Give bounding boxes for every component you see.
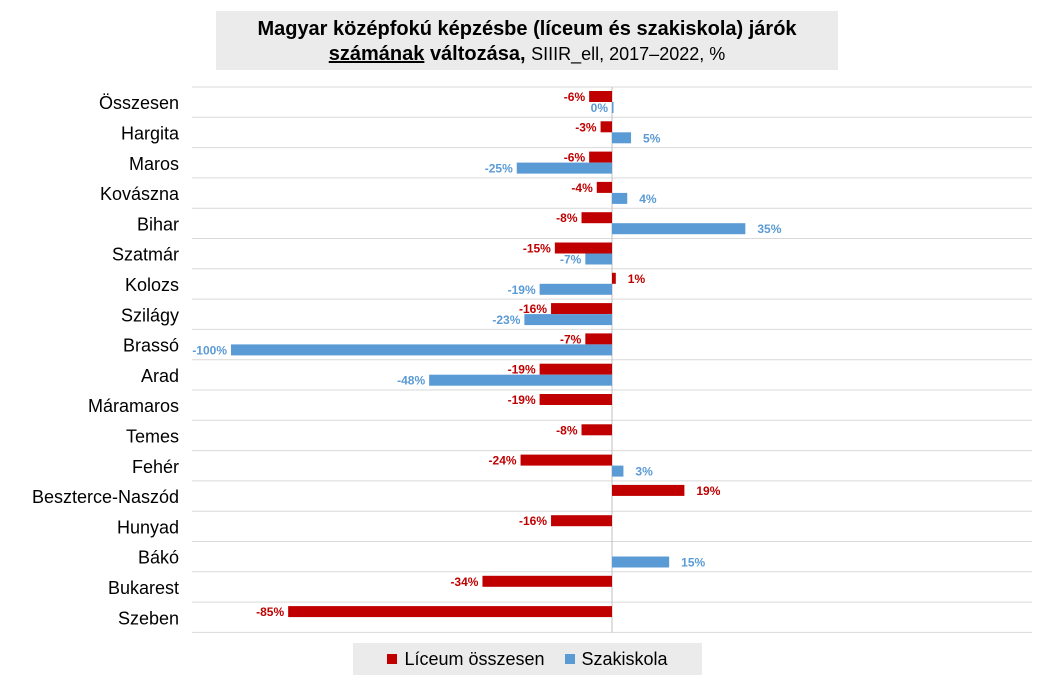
bar-szakiskola <box>612 102 614 113</box>
bar-liceum <box>520 454 612 466</box>
legend-item-liceum: Líceum összesen <box>387 648 545 670</box>
data-label-liceum: -8% <box>556 211 578 225</box>
data-label-szakiskola: -48% <box>397 374 425 388</box>
bar-szakiskola <box>612 192 628 204</box>
data-label-liceum: -8% <box>556 423 578 437</box>
data-label-szakiskola: 5% <box>643 131 661 145</box>
bar-szakiskola <box>429 374 612 386</box>
bar-szakiskola <box>539 283 612 295</box>
bar-liceum <box>482 575 612 587</box>
bar-liceum <box>551 303 612 315</box>
category-label: Maros <box>129 154 179 174</box>
title-line-2: számának változása, SIIIR_ell, 2017–2022… <box>216 42 838 67</box>
bar-szakiskola <box>612 556 670 568</box>
bar-liceum <box>612 484 685 496</box>
data-label-liceum: -6% <box>564 90 586 104</box>
data-label-liceum: -19% <box>508 393 536 407</box>
category-label: Kovászna <box>100 184 180 204</box>
legend-swatch-szakiskola <box>564 654 575 664</box>
bar-szakiskola <box>524 314 612 326</box>
data-label-liceum: -19% <box>508 363 536 377</box>
bar-liceum <box>581 424 612 436</box>
bar-liceum <box>581 212 612 224</box>
data-label-szakiskola: 0% <box>591 101 609 115</box>
bar-liceum <box>596 181 612 193</box>
bar-liceum <box>585 333 612 345</box>
bar-szakiskola <box>585 253 612 265</box>
category-label: Szatmár <box>112 245 179 265</box>
legend-label-szakiskola: Szakiskola <box>581 648 668 669</box>
legend: Líceum összesen Szakiskola <box>353 643 702 675</box>
data-label-szakiskola: 4% <box>639 192 657 206</box>
bar-liceum <box>554 242 612 254</box>
category-label: Brassó <box>123 336 179 356</box>
category-label: Kolozs <box>125 275 179 295</box>
category-label: Szilágy <box>121 305 179 325</box>
chart-title: Magyar középfokú képzésbe (líceum és sza… <box>216 11 838 70</box>
category-label: Beszterce-Naszód <box>32 487 179 507</box>
category-label: Temes <box>126 426 179 446</box>
title-line-1: Magyar középfokú képzésbe (líceum és sza… <box>257 18 797 40</box>
data-label-liceum: -15% <box>523 242 551 256</box>
category-label: Arad <box>141 366 179 386</box>
legend-item-szakiskola: Szakiskola <box>564 648 668 670</box>
bar-liceum <box>551 515 612 527</box>
bar-liceum <box>288 606 612 618</box>
category-label: Máramaros <box>88 396 179 416</box>
category-label: Szeben <box>118 608 179 628</box>
data-label-szakiskola: -7% <box>560 253 582 267</box>
title-normal: SIIIR_ell, 2017–2022, % <box>531 44 726 64</box>
data-label-szakiskola: -23% <box>492 313 520 327</box>
legend-label-liceum: Líceum összesen <box>404 648 545 669</box>
data-label-szakiskola: -100% <box>192 343 227 357</box>
category-label: Hunyad <box>117 517 179 537</box>
legend-swatch-liceum <box>387 654 398 664</box>
bar-liceum <box>600 121 612 133</box>
bar-liceum <box>539 394 612 405</box>
title-bold: változása, <box>429 43 526 65</box>
bar-szakiskola <box>231 344 612 356</box>
bar-szakiskola <box>612 132 632 144</box>
bar-szakiskola <box>612 223 746 235</box>
data-label-liceum: -6% <box>564 151 586 165</box>
data-label-liceum: 19% <box>696 484 720 498</box>
category-label: Összesen <box>99 93 179 113</box>
data-label-liceum: -7% <box>560 332 582 346</box>
category-label: Hargita <box>121 123 180 143</box>
bar-szakiskola <box>612 465 624 477</box>
data-label-liceum: -16% <box>519 514 547 528</box>
data-label-liceum: -3% <box>575 120 597 134</box>
data-label-liceum: -24% <box>489 454 517 468</box>
data-label-szakiskola: 15% <box>681 556 705 570</box>
category-label: Bákó <box>138 548 179 568</box>
data-label-szakiskola: -19% <box>508 283 536 297</box>
category-label: Bukarest <box>108 578 179 598</box>
bar-chart: Összesen -6% 0% Hargita -3% 5% Maros -6% -25% Kov… <box>32 86 1032 633</box>
bar-liceum <box>589 151 612 163</box>
data-label-liceum: -16% <box>519 302 547 316</box>
bar-liceum <box>612 272 616 284</box>
data-label-liceum: 1% <box>628 272 646 286</box>
data-label-szakiskola: 3% <box>635 465 653 479</box>
data-label-liceum: -4% <box>571 181 593 195</box>
data-label-liceum: -85% <box>256 605 284 619</box>
bar-liceum <box>539 363 612 375</box>
data-label-szakiskola: 35% <box>757 222 781 236</box>
title-underlined: számának <box>328 43 425 65</box>
data-label-szakiskola: -25% <box>485 162 513 176</box>
data-label-liceum: -34% <box>450 575 478 589</box>
bar-szakiskola <box>516 162 612 174</box>
category-label: Fehér <box>132 457 179 477</box>
bar-liceum <box>589 91 612 102</box>
category-label: Bihar <box>137 214 179 234</box>
